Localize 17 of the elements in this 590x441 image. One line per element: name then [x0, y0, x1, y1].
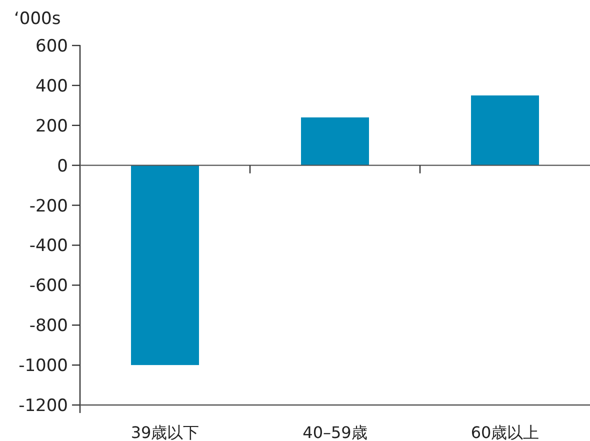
y-tick-label: -800	[29, 316, 68, 336]
y-tick-label: 0	[57, 156, 68, 176]
y-tick-label: -1200	[18, 396, 68, 416]
y-tick-label: -200	[29, 196, 68, 216]
y-axis-title: ‘000s	[14, 9, 61, 29]
bar	[471, 95, 539, 166]
bar	[301, 117, 369, 166]
y-tick-label: -600	[29, 276, 68, 296]
x-tick-label: 39歳以下	[130, 423, 200, 441]
y-tick-label: -400	[29, 236, 68, 256]
x-tick-label: 60歳以上	[470, 423, 540, 441]
y-tick-label: -1000	[18, 356, 68, 376]
x-tick-label: 40–59歳	[302, 423, 368, 441]
y-tick-label: 200	[36, 116, 68, 136]
bar	[131, 165, 199, 366]
y-tick-label: 400	[36, 76, 68, 96]
y-tick-label: 600	[36, 36, 68, 56]
